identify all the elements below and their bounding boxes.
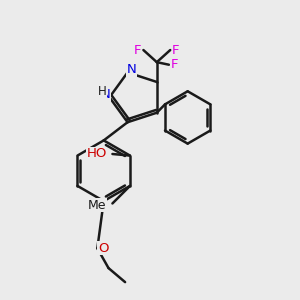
Text: Me: Me bbox=[88, 199, 107, 212]
Text: N: N bbox=[127, 63, 136, 76]
Text: N: N bbox=[101, 88, 110, 101]
Text: F: F bbox=[134, 44, 141, 56]
Text: F: F bbox=[172, 44, 180, 56]
Text: H: H bbox=[98, 85, 107, 98]
Text: O: O bbox=[98, 242, 108, 255]
Text: F: F bbox=[171, 58, 178, 71]
Text: HO: HO bbox=[86, 148, 107, 160]
